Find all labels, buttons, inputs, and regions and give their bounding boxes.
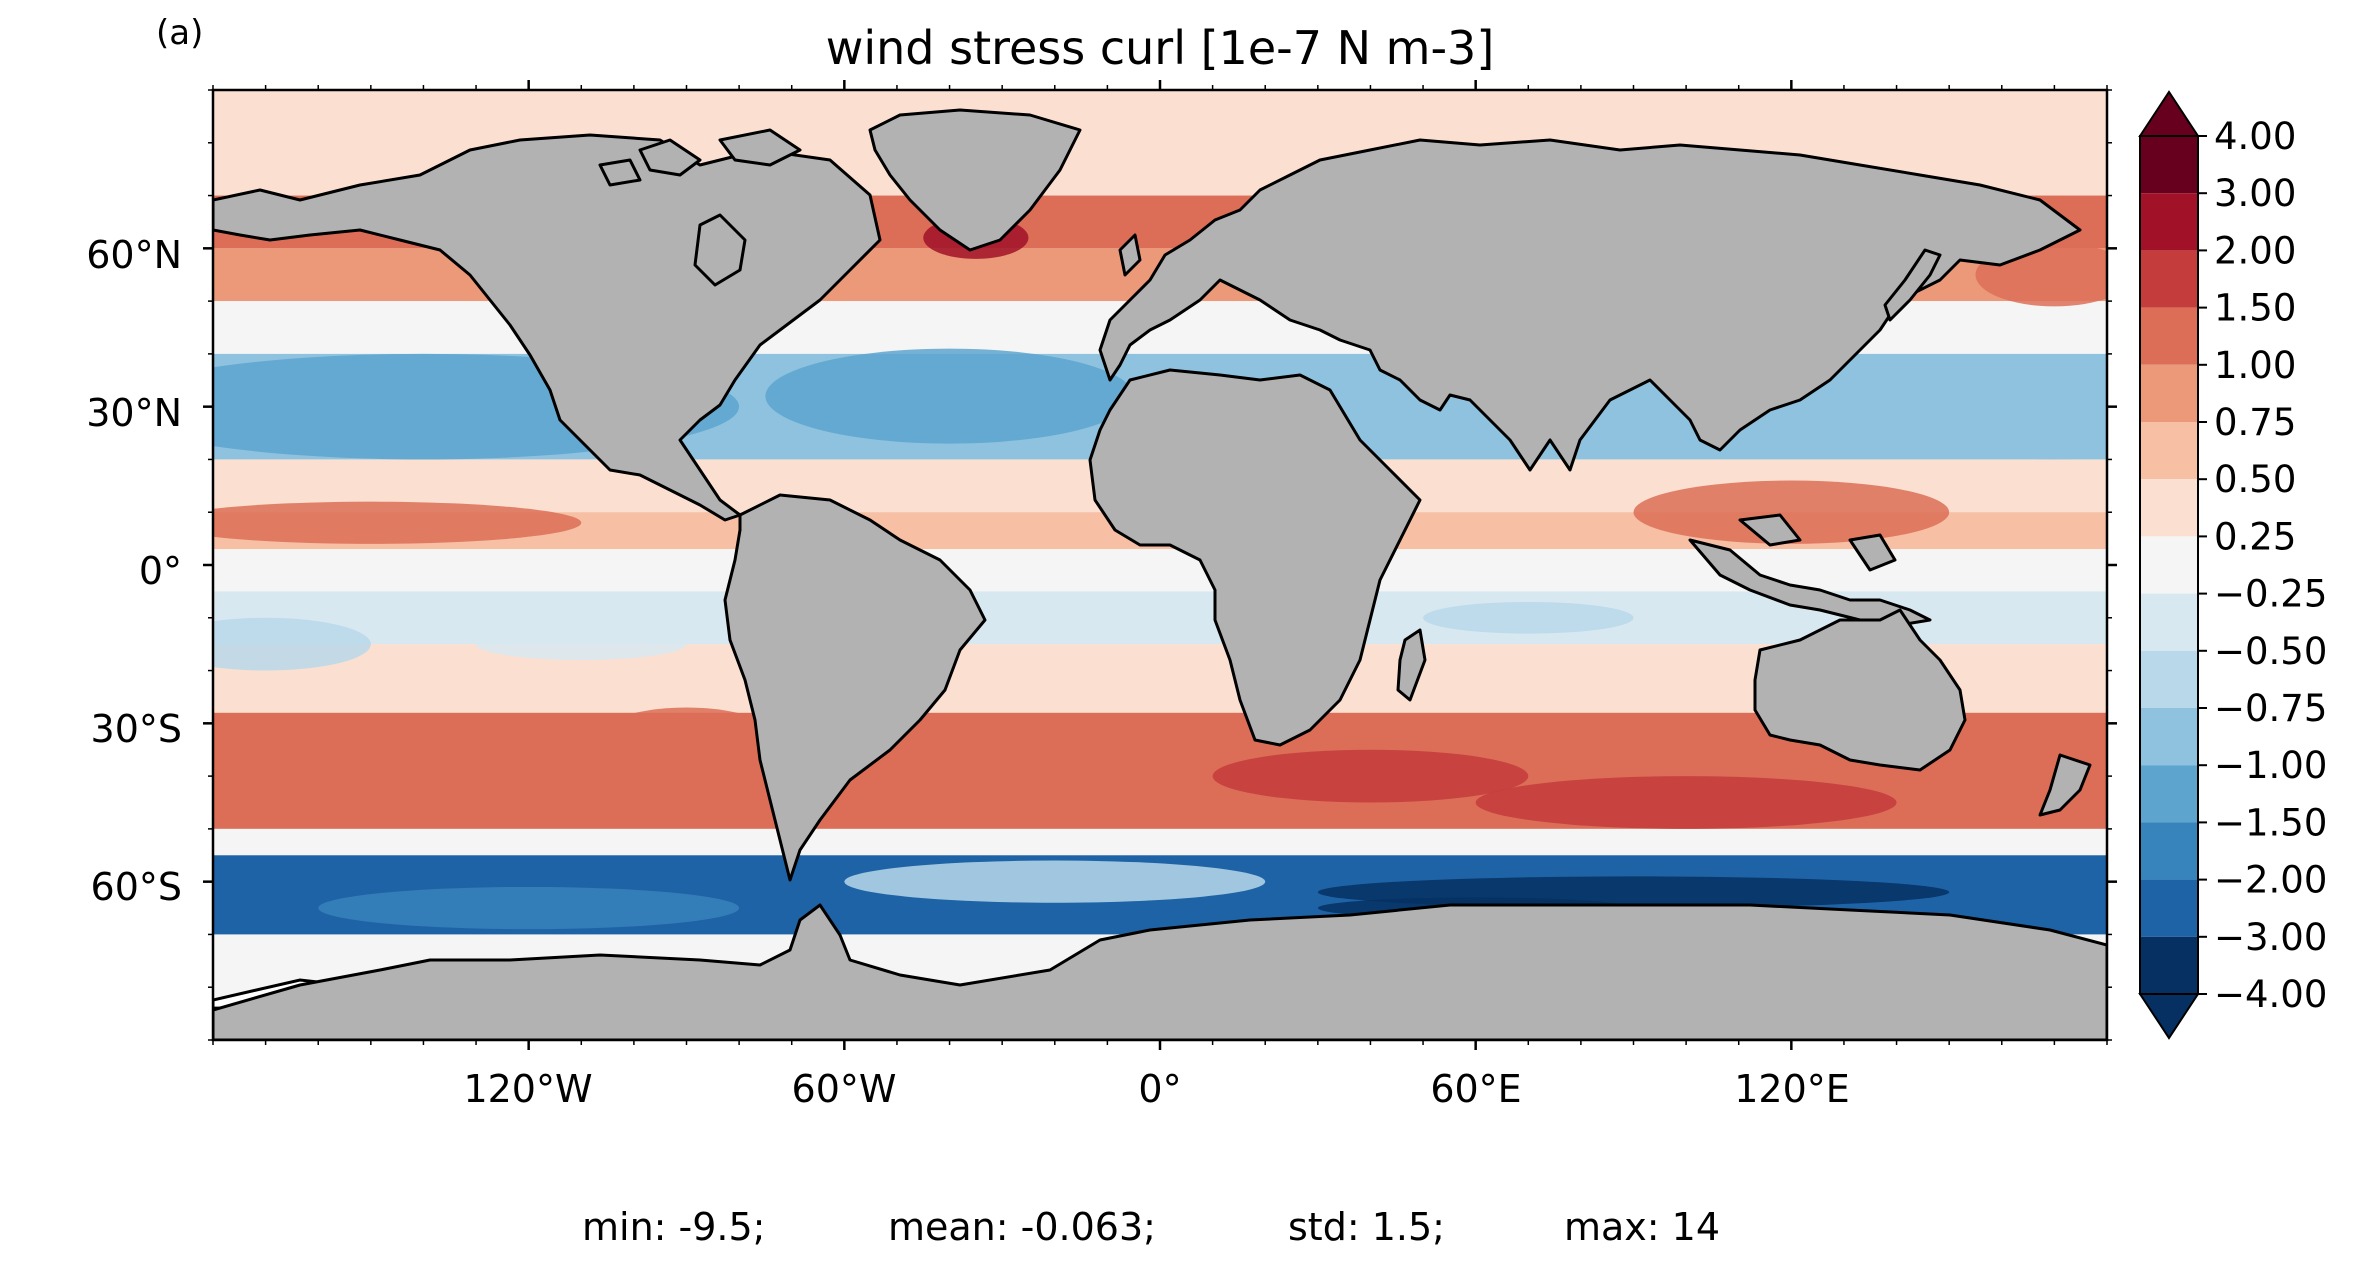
eurasia (1098, 138, 2082, 472)
curl-feature (844, 860, 1266, 903)
japan (1883, 248, 1942, 322)
curl-feature (213, 617, 371, 671)
australia (1753, 608, 1967, 772)
stats-line: min: -9.5; mean: -0.063; std: 1.5; max: … (582, 1205, 1720, 1249)
colorbar-segment (2140, 479, 2198, 537)
colorbar-label: −1.50 (2214, 801, 2327, 844)
curl-feature (765, 348, 1134, 444)
colorbar-label: 3.00 (2214, 172, 2296, 215)
colorbar-extend-low (2138, 993, 2200, 1040)
land (213, 108, 2107, 1040)
colorbar-label: −0.50 (2214, 630, 2327, 673)
curl-feature (213, 781, 529, 824)
colorbar-label: 1.50 (2214, 287, 2296, 330)
chart-title: wind stress curl [1e-7 N m-3] (826, 21, 1495, 75)
panel-label: (a) (156, 13, 203, 53)
colorbar-segment (2140, 822, 2198, 880)
lat-tick-labels: 60°N 30°N 0° 30°S 60°S (86, 233, 182, 909)
colorbar-segment (2140, 364, 2198, 422)
colorbar-segment (2140, 136, 2198, 194)
colorbar-segment (2140, 422, 2198, 480)
colorbar-segment (2140, 936, 2198, 994)
colorbar-segment (2140, 650, 2198, 708)
curl-feature (1475, 776, 1897, 829)
curl-feature (581, 707, 792, 792)
antarctica (213, 903, 2107, 1040)
south-america (723, 493, 987, 882)
curl-feature (1633, 480, 1950, 544)
colorbar-label: 1.00 (2214, 344, 2296, 387)
colorbar-label: −0.25 (2214, 573, 2327, 616)
colorbar-label: 2.00 (2214, 229, 2296, 272)
lat-tick-label: 30°N (86, 391, 182, 435)
curl-feature (1212, 749, 1529, 803)
stat-max: max: 14 (1564, 1205, 1720, 1249)
colorbar-segment (2140, 708, 2198, 766)
uk (1118, 233, 1142, 277)
indonesia (1688, 513, 1932, 627)
colorbar-label: −2.00 (2214, 859, 2327, 902)
lon-tick-label: 60°E (1430, 1067, 1521, 1111)
colorbar-segment (2140, 765, 2198, 823)
curl-feature (318, 886, 740, 930)
colorbar-segment (2140, 879, 2198, 937)
map-ticks (203, 80, 2117, 1050)
colorbar-label: 0.50 (2214, 458, 2296, 501)
stat-min: min: -9.5; (582, 1205, 766, 1249)
colorbar-segment (2140, 536, 2198, 594)
stat-std: std: 1.5; (1288, 1205, 1445, 1249)
curl-feature (213, 501, 582, 544)
curl-band (213, 828, 2107, 856)
colorbar-label: −3.00 (2214, 916, 2327, 959)
curl-band (213, 549, 2107, 592)
new-zealand (2038, 753, 2092, 817)
colorbar-label: 0.25 (2214, 515, 2296, 558)
madagascar (1396, 628, 1427, 702)
map-plot (213, 90, 2107, 1040)
curl-feature (1423, 601, 1634, 634)
colorbar-label: −0.75 (2214, 687, 2327, 730)
colorbar-segment (2140, 193, 2198, 251)
lon-tick-label: 60°W (792, 1067, 897, 1111)
colorbar-label: −4.00 (2214, 973, 2327, 1016)
lat-tick-label: 30°S (91, 707, 182, 751)
lon-tick-labels: 120°W 60°W 0° 60°E 120°E (463, 1067, 1849, 1111)
lat-tick-label: 0° (139, 549, 182, 593)
north-america (213, 133, 882, 522)
colorbar-segment (2140, 307, 2198, 365)
stat-mean: mean: -0.063; (888, 1205, 1156, 1249)
lon-tick-label: 0° (1138, 1067, 1181, 1111)
arctic-islands (598, 128, 802, 187)
lat-tick-label: 60°N (86, 233, 182, 277)
colorbar-extend-high (2138, 90, 2200, 137)
lon-tick-label: 120°W (463, 1067, 592, 1111)
colorbar-label: −1.00 (2214, 744, 2327, 787)
colorbar-label: 4.00 (2214, 115, 2296, 158)
curl-feature (1922, 375, 2107, 460)
lon-tick-label: 120°E (1734, 1067, 1850, 1111)
colorbar: 4.00 3.00 2.00 1.50 1.00 0.75 0.50 0.25 −0.25 −0.… (2138, 90, 2327, 1040)
greenland (868, 108, 1082, 252)
africa (1088, 368, 1422, 747)
colorbar-frame (2139, 135, 2199, 995)
colorbar-segment (2140, 593, 2198, 651)
colorbar-label: 0.75 (2214, 401, 2296, 444)
curl-feature (476, 628, 687, 661)
lat-tick-label: 60°S (91, 865, 182, 909)
colorbar-segment (2140, 250, 2198, 308)
